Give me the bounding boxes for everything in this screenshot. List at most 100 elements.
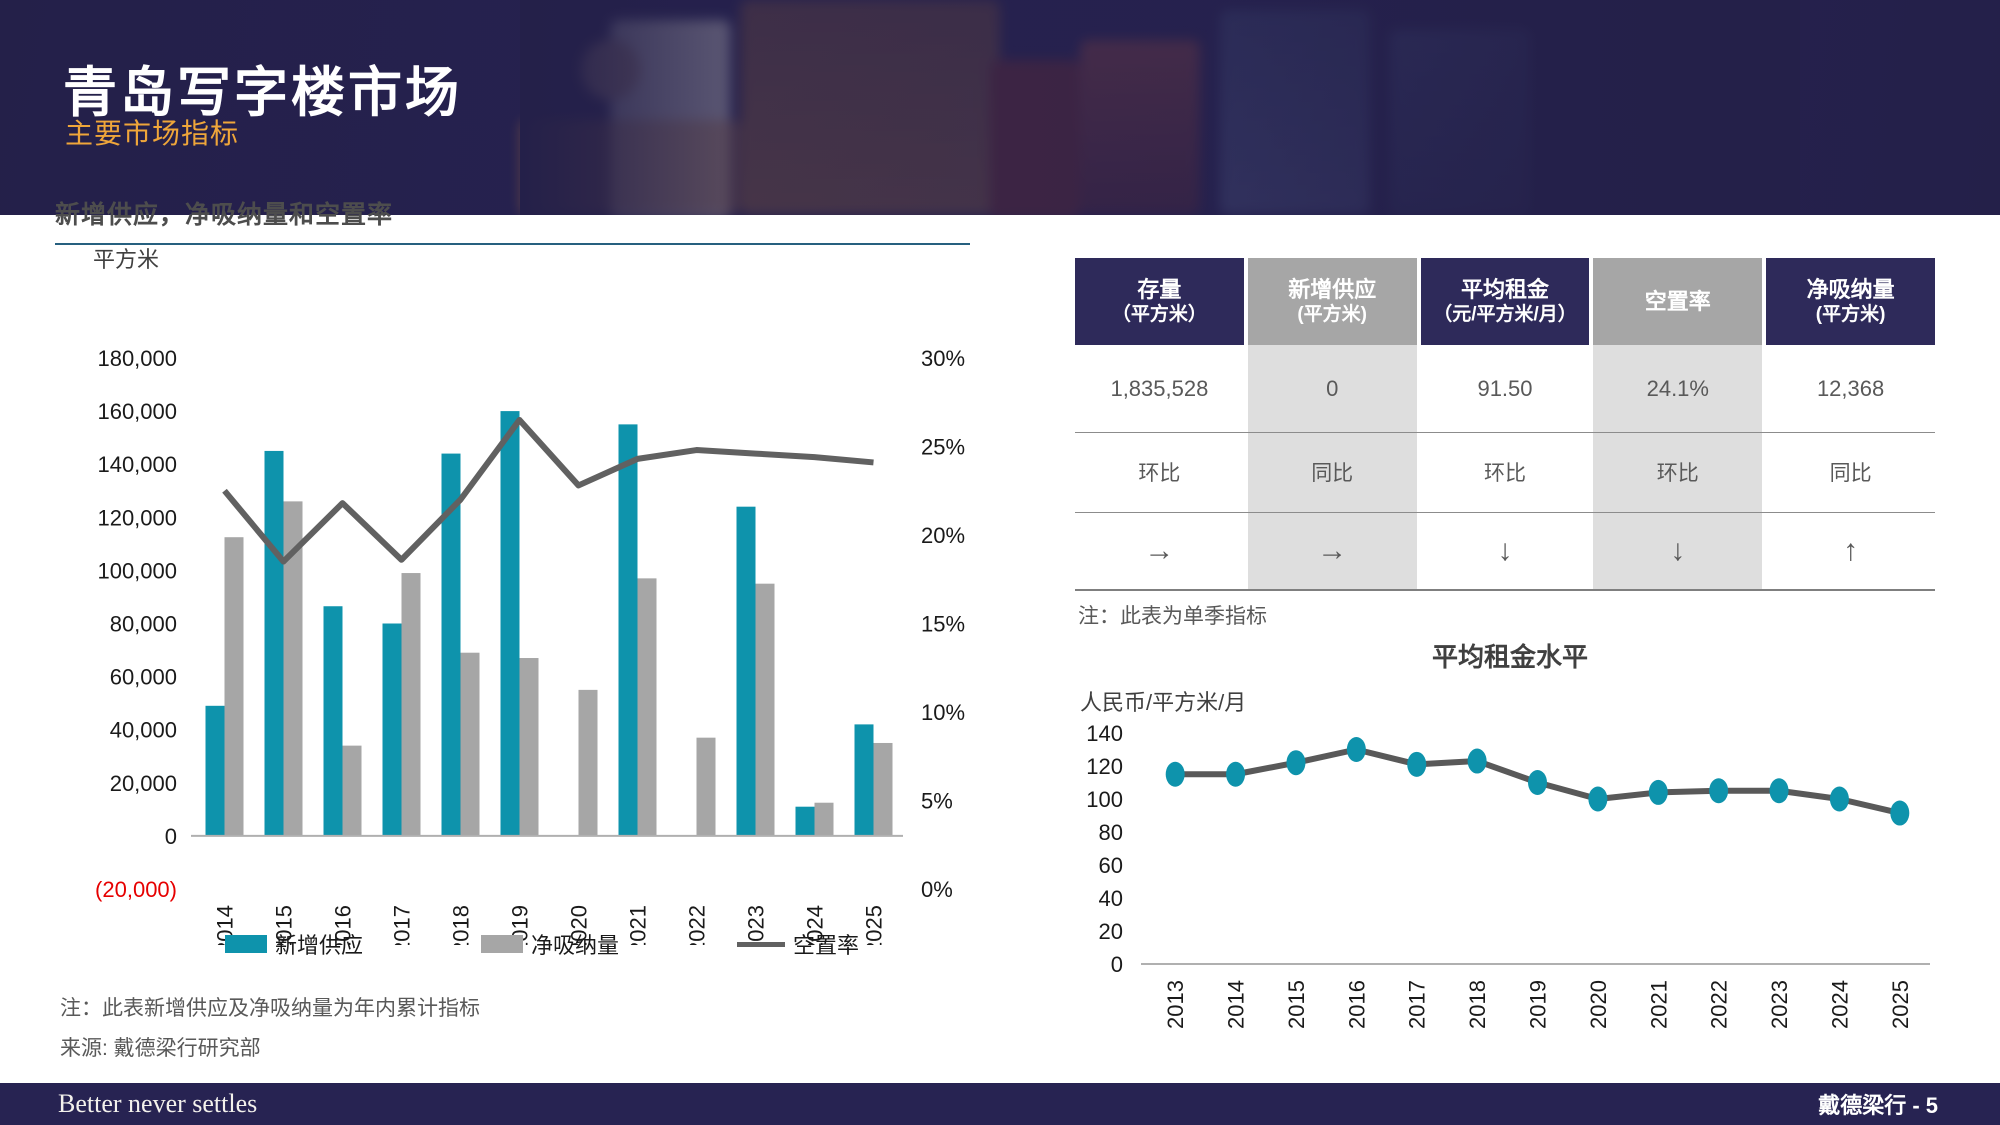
rent-axis-tick-label: 140 — [1086, 721, 1123, 746]
absorption-bar-2015 — [283, 501, 303, 836]
new-supply-swatch — [225, 935, 267, 953]
rent-axis-tick-label: 20 — [1099, 919, 1123, 944]
rent-axis-tick-label: 100 — [1086, 787, 1123, 812]
compare-label: 环比 — [1420, 432, 1590, 512]
right-axis-tick-label: 10% — [921, 700, 965, 725]
table-row-divider — [1075, 512, 1935, 513]
page-subtitle: 主要市场指标 — [65, 118, 240, 149]
left-axis-tick-label: 0 — [165, 824, 177, 849]
header-line1: 存量 — [1137, 276, 1182, 302]
rent-axis-tick-label: 120 — [1086, 754, 1123, 779]
supply-bar-2017 — [382, 623, 402, 836]
table-bottom-border — [1075, 589, 1935, 591]
compare-label: 同比 — [1766, 432, 1935, 512]
trend-arrow-flat-icon: → — [1075, 512, 1244, 590]
compare-label: 环比 — [1593, 432, 1763, 512]
left-chart-note: 注：此表新增供应及净吸纳量为年内累计指标 — [60, 997, 480, 1020]
rent-point-2017 — [1407, 751, 1427, 777]
right-axis-tick-label: 5% — [921, 789, 953, 814]
trend-arrow-down-icon: ↓ — [1420, 512, 1590, 590]
left-axis-tick-label: 40,000 — [110, 718, 177, 743]
left-axis-unit-label: 平方米 — [93, 247, 159, 272]
header-line1: 空置率 — [1644, 288, 1711, 314]
legend-item-vacancy: 空置率 — [737, 928, 859, 960]
source-note: 来源: 戴德梁行研究部 — [60, 1037, 261, 1060]
absorption-bar-2019 — [519, 658, 539, 836]
rent-point-2019 — [1528, 770, 1547, 795]
supply-bar-2023 — [736, 506, 756, 836]
rent-x-axis-year-label: 2024 — [1827, 980, 1852, 1029]
table-header-stock: 存量 （平方米） — [1075, 258, 1244, 345]
combo-chart: 平方米 180,000 160,000 140,000 120,000 100,000 80… — [93, 247, 965, 954]
avg-rent-value: 91.50 — [1420, 345, 1590, 432]
compare-label: 环比 — [1075, 432, 1244, 512]
vacancy-line-swatch — [737, 941, 786, 947]
rent-x-axis-year-label: 2025 — [1888, 980, 1913, 1029]
supply-bar-2024 — [795, 806, 815, 836]
supply-absorption-vacancy-section: 新增供应，净吸纳量和空置率 平方米 180,000 160,000 140,000 12… — [55, 195, 1015, 954]
rent-axis-unit-label: 人民币/平方米/月 — [1080, 690, 1246, 715]
absorption-bar-2017 — [401, 573, 421, 836]
trend-arrow-up-icon: ↑ — [1766, 512, 1935, 590]
rent-point-2020 — [1588, 786, 1608, 812]
rent-point-2014 — [1226, 761, 1246, 787]
net-absorption-value: 12,368 — [1766, 345, 1935, 432]
rent-point-2015 — [1286, 750, 1306, 776]
rent-x-axis-year-label: 2018 — [1465, 980, 1490, 1029]
left-axis-tick-label: 100,000 — [97, 558, 177, 583]
net-absorption-swatch — [481, 935, 524, 953]
rent-axis-tick-label: 0 — [1111, 952, 1123, 977]
rent-point-2024 — [1829, 786, 1849, 812]
supply-bar-2014 — [205, 705, 225, 836]
rent-x-axis-year-label: 2017 — [1405, 980, 1430, 1029]
supply-bar-2021 — [618, 424, 638, 836]
rent-point-2025 — [1890, 800, 1910, 826]
page-title: 青岛写字楼市场 — [63, 63, 462, 123]
table-row-divider — [1075, 432, 1935, 433]
right-axis-tick-label: 25% — [921, 435, 965, 460]
header-line2: (平方米) — [1297, 304, 1368, 326]
footer-bar: Better never settles 戴德梁行 - 5 — [0, 1083, 2000, 1125]
legend-item-new-supply: 新增供应 — [225, 928, 363, 960]
left-axis-tick-label: (20,000) — [95, 877, 177, 902]
table-header-new-supply: 新增供应 (平方米) — [1247, 258, 1417, 345]
header-line2: （元/平方米/月） — [1433, 304, 1577, 326]
rent-x-axis-year-label: 2023 — [1767, 980, 1792, 1029]
absorption-bar-2020 — [578, 689, 598, 836]
header-line1: 新增供应 — [1288, 276, 1377, 302]
rent-x-axis-year-label: 2013 — [1163, 980, 1188, 1029]
absorption-bar-2023 — [755, 583, 775, 836]
absorption-bar-2025 — [873, 742, 893, 836]
supply-bar-2016 — [323, 606, 343, 836]
left-axis-tick-label: 120,000 — [97, 505, 177, 530]
legend-label: 新增供应 — [275, 933, 364, 958]
left-chart-title: 新增供应，净吸纳量和空置率 — [55, 201, 394, 229]
supply-bar-2018 — [441, 453, 461, 836]
right-axis-tick-label: 15% — [921, 612, 965, 637]
header-line2: (平方米) — [1815, 304, 1886, 326]
rent-point-2018 — [1467, 748, 1487, 774]
left-axis-tick-label: 60,000 — [110, 665, 177, 690]
rent-chart-title: 平均租金水平 — [1432, 642, 1588, 672]
title-underline — [55, 243, 970, 245]
table-header-net-absorption: 净吸纳量 (平方米) — [1766, 258, 1935, 345]
rent-point-2013 — [1165, 761, 1185, 787]
trend-arrow-flat-icon: → — [1247, 512, 1417, 590]
header-line1: 净吸纳量 — [1806, 276, 1895, 302]
rent-axis-tick-label: 80 — [1099, 820, 1123, 845]
absorption-bar-2016 — [342, 745, 362, 836]
right-axis-tick-label: 20% — [921, 523, 965, 548]
vacancy-value: 24.1% — [1593, 345, 1763, 432]
header-line2: （平方米） — [1111, 304, 1207, 326]
left-axis-tick-label: 180,000 — [97, 346, 177, 371]
left-axis-tick-label: 160,000 — [97, 399, 177, 424]
new-supply-value: 0 — [1247, 345, 1417, 432]
rent-axis-tick-label: 60 — [1099, 853, 1123, 878]
absorption-bar-2024 — [814, 802, 834, 836]
absorption-bar-2018 — [460, 652, 480, 836]
average-rent-section: 平均租金水平 人民币/平方米/月 140 120 100 80 60 40 20 0 2013 201… — [1075, 638, 1955, 1078]
vacancy-rate-line — [222, 416, 874, 565]
rent-point-2022 — [1709, 778, 1729, 804]
absorption-bar-2022 — [696, 737, 716, 836]
absorption-bar-2021 — [637, 578, 657, 836]
